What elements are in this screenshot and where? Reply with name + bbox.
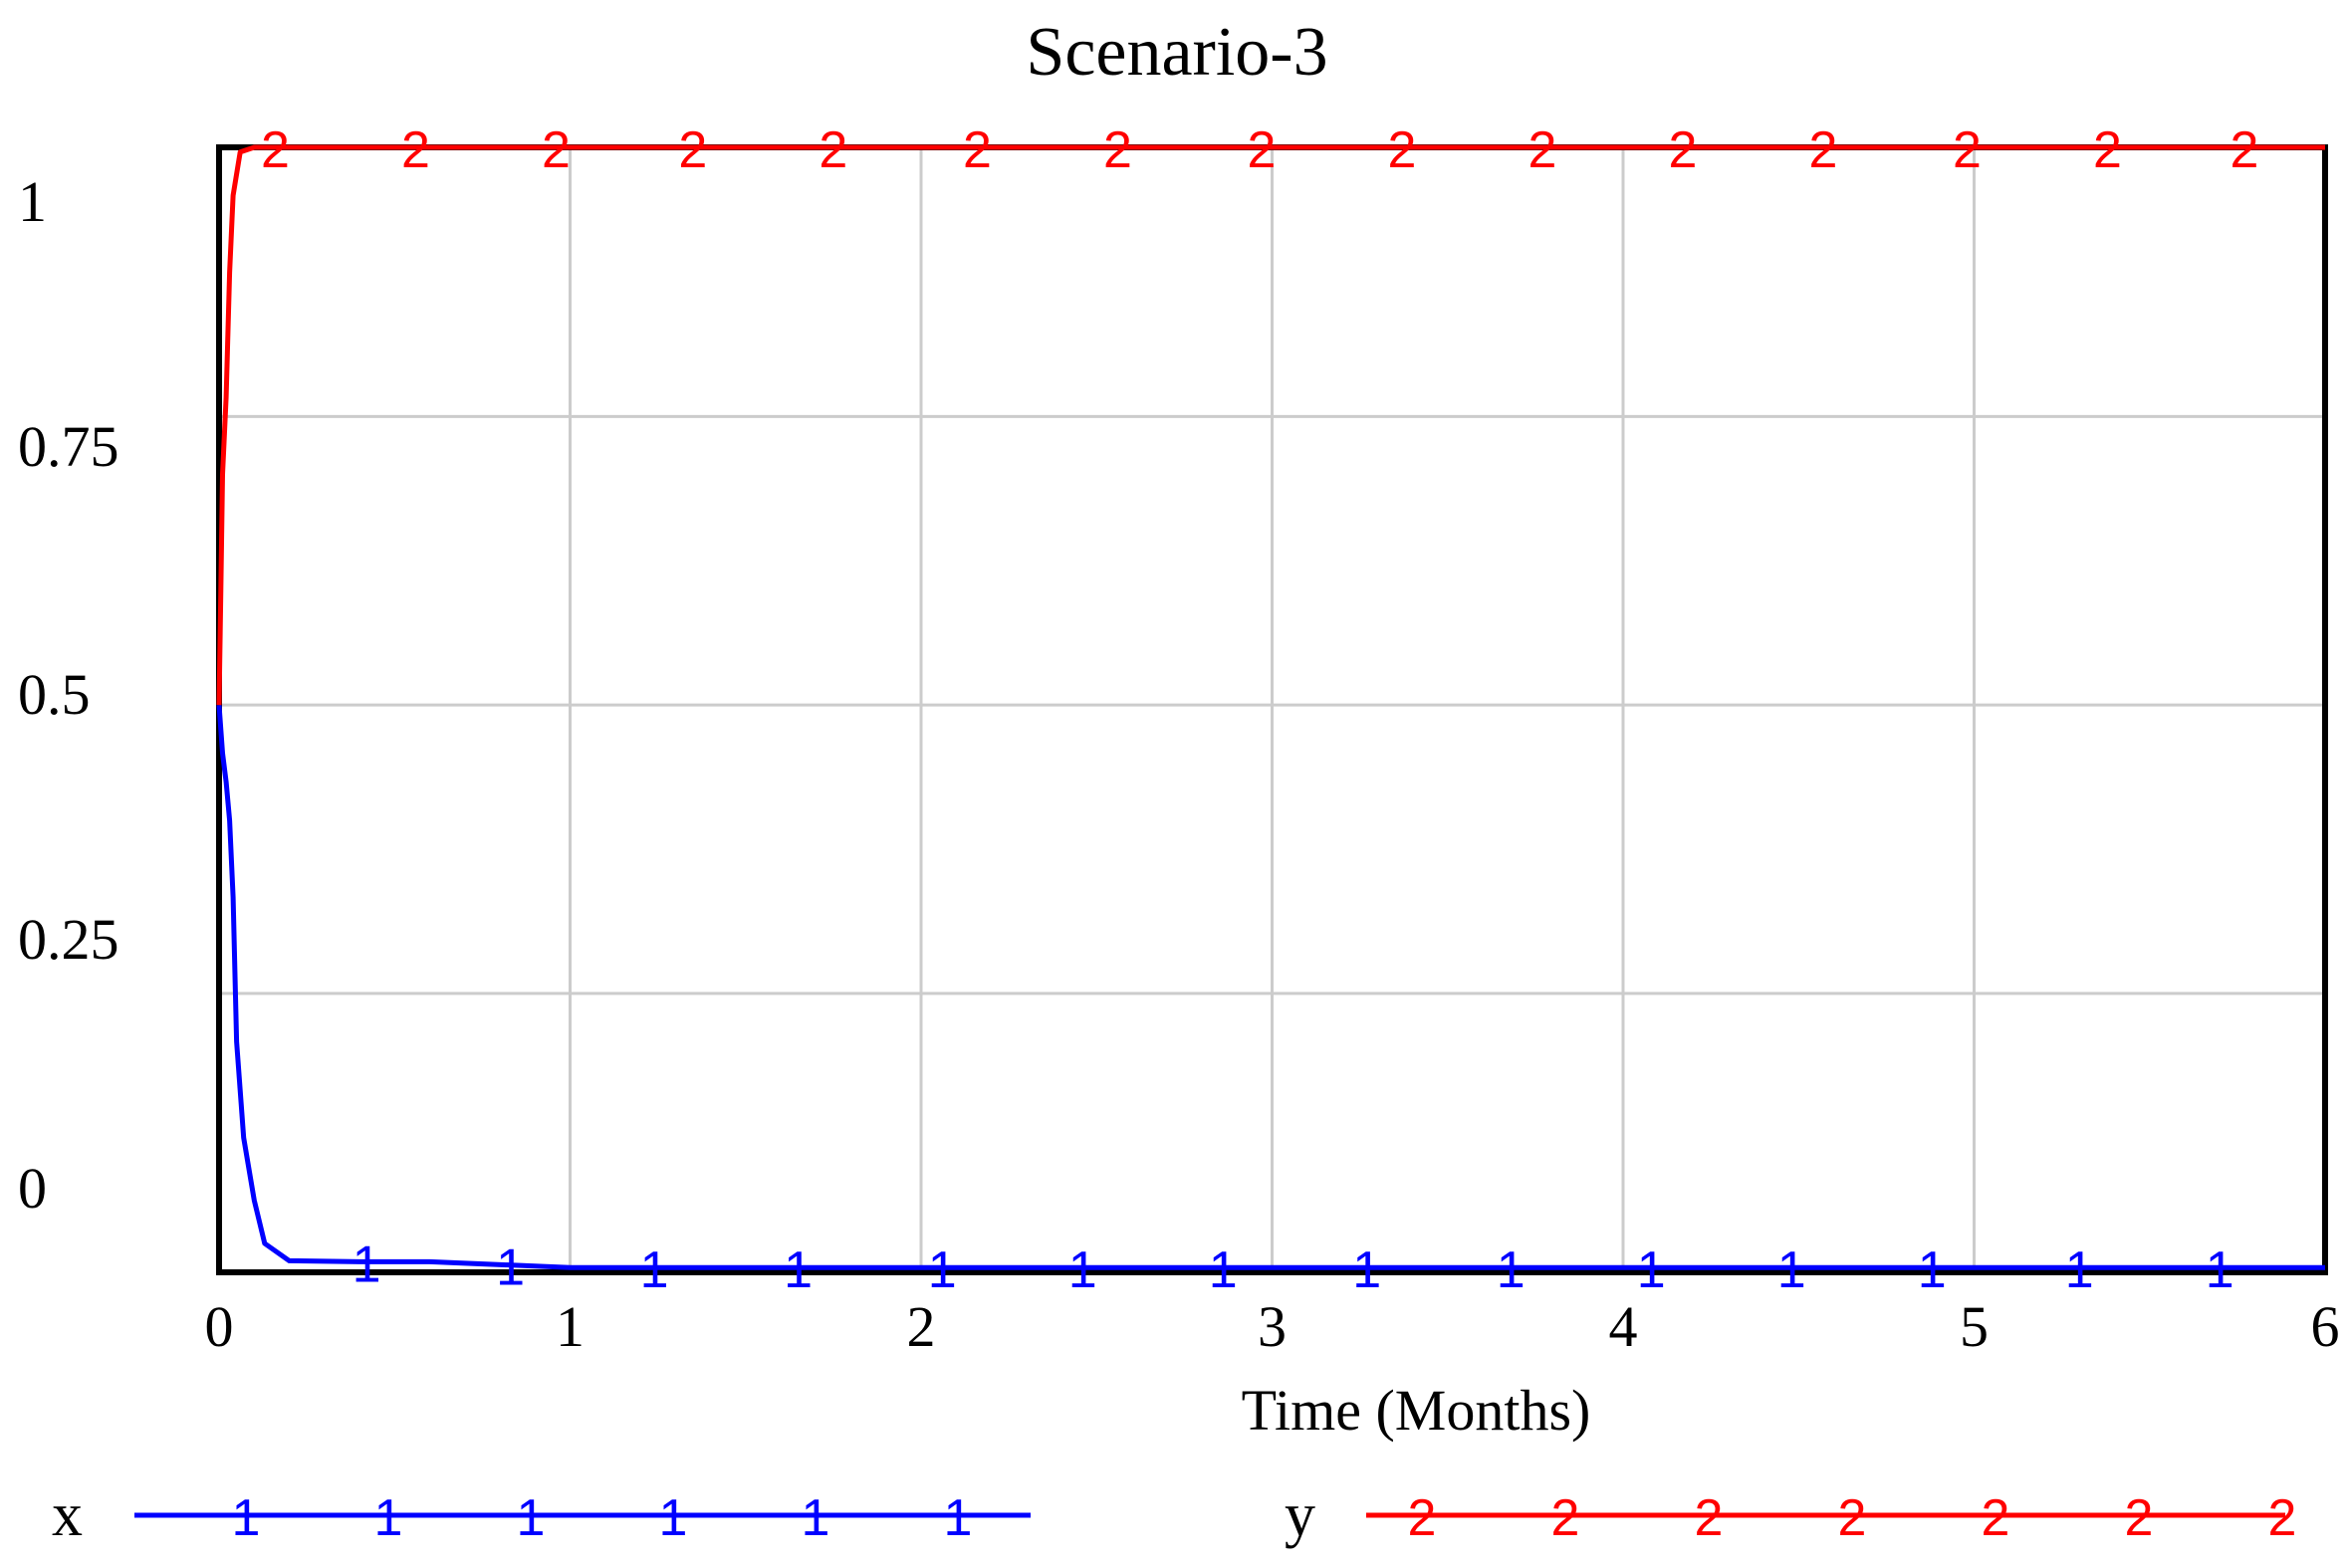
legend-marker: 2 (1838, 1489, 1867, 1547)
series-marker-x: 1 (1352, 1241, 1381, 1299)
series-marker-x: 1 (2065, 1241, 2094, 1299)
x-tick-label: 6 (2311, 1294, 2340, 1359)
series-marker-x: 1 (1209, 1241, 1238, 1299)
series-y: 2 2 2 2 2 2 2 2 2 2 2 2 2 2 2 (216, 121, 2325, 706)
chart-title: Scenario-3 (1026, 14, 1327, 91)
legend-label: x (52, 1481, 83, 1549)
series-marker-x: 1 (1637, 1241, 1666, 1299)
series-marker-y: 2 (2093, 121, 2122, 179)
series-marker-y: 2 (401, 121, 430, 179)
series-marker-y: 2 (542, 121, 571, 179)
legend-marker: 1 (944, 1489, 973, 1547)
legend-marker: 1 (374, 1489, 403, 1547)
series-marker-y: 2 (1808, 121, 1837, 179)
series-marker-y: 2 (1668, 121, 1697, 179)
x-tick-label: 2 (907, 1294, 936, 1359)
series-marker-y: 2 (261, 121, 290, 179)
legend-marker: 1 (517, 1489, 546, 1547)
legend-marker: 1 (802, 1489, 830, 1547)
legend-marker: 2 (2268, 1489, 2297, 1547)
legend-marker: 2 (2125, 1489, 2154, 1547)
series-line-y (216, 144, 2325, 706)
legend-marker: 2 (1695, 1489, 1724, 1547)
series-marker-x: 1 (1777, 1241, 1806, 1299)
series-marker-y: 2 (1527, 121, 1556, 179)
x-tick-label: 4 (1609, 1294, 1638, 1359)
x-tick-label: 0 (205, 1294, 234, 1359)
series-marker-x: 1 (928, 1241, 957, 1299)
y-tick-label: 1 (18, 169, 47, 234)
y-tick-label: 0.5 (18, 662, 91, 727)
series-marker-x: 1 (352, 1235, 381, 1293)
series-marker-y: 2 (1247, 121, 1276, 179)
legend-item-y: y 2 2 2 2 2 2 2 (1285, 1481, 2296, 1549)
legend-marker: 2 (1551, 1489, 1580, 1547)
series-marker-y: 2 (1953, 121, 1982, 179)
legend-marker: 2 (1982, 1489, 2010, 1547)
series-line-x (216, 705, 2325, 1270)
series-marker-y: 2 (819, 121, 847, 179)
x-tick-label: 1 (556, 1294, 585, 1359)
x-tick-label: 5 (1960, 1294, 1989, 1359)
legend-label: y (1285, 1481, 1315, 1549)
series-marker-x: 1 (784, 1241, 813, 1299)
series-marker-x: 1 (640, 1241, 669, 1299)
legend-marker: 2 (1408, 1489, 1437, 1547)
series-marker-y: 2 (2230, 121, 2258, 179)
legend: x 1 1 1 1 1 1 y 2 2 2 2 2 2 2 (52, 1481, 2296, 1549)
grid (219, 147, 2325, 1272)
legend-item-x: x 1 1 1 1 1 1 (52, 1481, 1031, 1549)
x-tick-label: 3 (1258, 1294, 1287, 1359)
y-tick-label: 0.25 (18, 907, 119, 972)
y-tick-label: 0 (18, 1156, 47, 1221)
series-marker-y: 2 (1103, 121, 1132, 179)
series-marker-x: 1 (2206, 1241, 2234, 1299)
series-group: 1 1 1 1 1 1 1 1 1 1 1 1 1 1 2 2 2 2 2 2 2 2 2 2 2 2 2 2 2 (216, 121, 2325, 1299)
series-marker-x: 1 (1068, 1241, 1097, 1299)
series-x: 1 1 1 1 1 1 1 1 1 1 1 1 1 1 (216, 705, 2325, 1299)
series-marker-y: 2 (678, 121, 707, 179)
x-axis-label: Time (Months) (1242, 1378, 1591, 1443)
series-marker-x: 1 (1918, 1241, 1947, 1299)
series-marker-y: 2 (1387, 121, 1416, 179)
y-tick-label: 0.75 (18, 414, 119, 479)
legend-marker: 1 (659, 1489, 688, 1547)
series-marker-y: 2 (963, 121, 992, 179)
series-marker-x: 1 (1497, 1241, 1526, 1299)
legend-marker: 1 (232, 1489, 261, 1547)
series-marker-x: 1 (496, 1239, 525, 1297)
